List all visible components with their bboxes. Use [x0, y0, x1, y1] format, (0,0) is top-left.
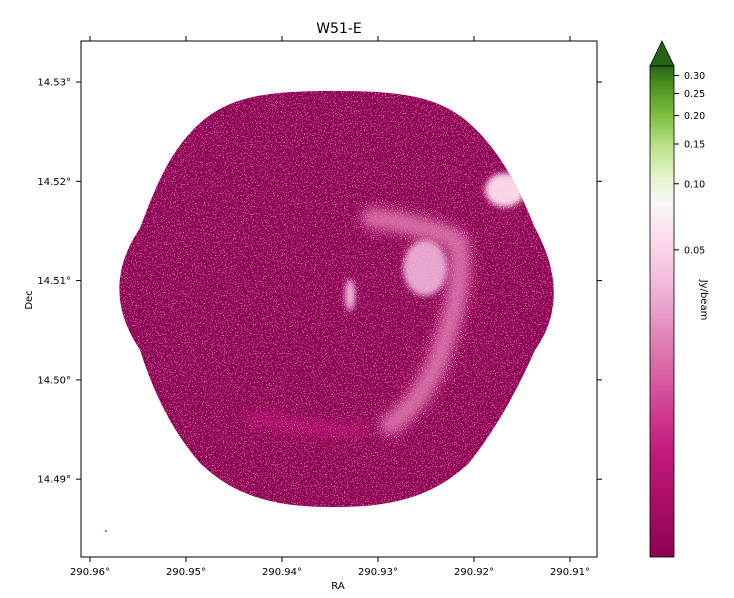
plot-frame	[80, 40, 598, 558]
x-axis-ticks: 290.96° 290.95° 290.94° 290.93° 290.92° 290.9…	[70, 36, 590, 578]
x-axis-label: RA	[331, 581, 345, 592]
x-tick-label: 290.95°	[166, 567, 206, 578]
colorbar-tick-label: 0.30	[684, 71, 705, 82]
x-tick-label: 290.91°	[550, 567, 590, 578]
intensity-map	[119, 91, 554, 507]
y-tick-label: 14.51°	[37, 276, 71, 287]
y-axis-label: Dec	[24, 290, 35, 309]
colorbar-tick-label: 0.20	[684, 111, 705, 122]
y-tick-label: 14.53°	[37, 78, 71, 89]
y-axis-ticks: 14.53° 14.52° 14.51° 14.50° 14.49°	[37, 78, 602, 486]
y-tick-label: 14.49°	[37, 475, 71, 486]
map-point-source	[105, 530, 107, 532]
colorbar-tick-label: 0.10	[684, 179, 705, 190]
x-tick-label: 290.93°	[358, 567, 398, 578]
colorbar-tick-label: 0.15	[684, 140, 705, 151]
x-tick-label: 290.96°	[70, 567, 110, 578]
colorbar-ticks: 0.30 0.25 0.20 0.15 0.10 0.05	[674, 71, 705, 256]
colorbar-extend-arrow	[649, 40, 675, 67]
x-tick-label: 290.92°	[454, 567, 494, 578]
y-tick-label: 14.50°	[37, 375, 71, 386]
colorbar-tick-label: 0.05	[684, 245, 705, 256]
chart-title: W51-E	[316, 21, 362, 37]
colorbar-tick-label: 0.25	[684, 89, 705, 100]
colorbar-label: Jy/beam	[698, 279, 709, 321]
y-tick-label: 14.52°	[37, 177, 71, 188]
colorbar: 0.30 0.25 0.20 0.15 0.10 0.05 Jy/beam	[649, 40, 709, 558]
colorbar-gradient	[649, 65, 675, 558]
x-tick-label: 290.94°	[262, 567, 302, 578]
